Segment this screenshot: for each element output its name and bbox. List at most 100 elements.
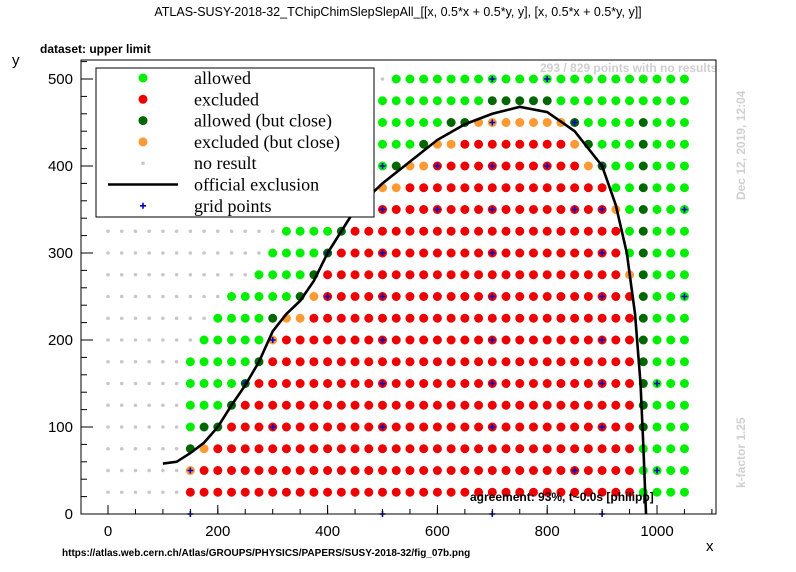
point-excluded — [295, 422, 305, 432]
point-excluded — [364, 248, 374, 258]
point-excluded — [528, 466, 538, 475]
point-excluded — [515, 161, 525, 171]
x-tick-label: 1000 — [640, 523, 673, 540]
grid-point-marker — [571, 119, 578, 126]
point-excluded — [364, 335, 374, 345]
point-excluded — [528, 313, 538, 323]
point-excluded — [336, 466, 346, 475]
point-excluded — [268, 444, 278, 454]
plot-frame — [80, 59, 717, 515]
point-allowed — [611, 183, 621, 193]
point-excluded — [487, 357, 497, 367]
point-allowed — [199, 335, 209, 345]
point-excluded — [281, 466, 291, 475]
point-excluded — [268, 400, 278, 410]
point-excluded — [446, 248, 456, 258]
point-no-result — [119, 316, 124, 321]
point-excluded — [542, 379, 552, 388]
point-excluded — [583, 379, 593, 388]
point-excluded — [501, 183, 511, 193]
point-excluded-close — [528, 118, 538, 127]
point-excluded — [309, 487, 319, 497]
point-allowed — [281, 270, 291, 280]
point-excluded — [570, 270, 580, 280]
legend-marker-no-result — [141, 161, 145, 165]
point-excluded — [611, 444, 621, 454]
point-allowed — [460, 96, 470, 106]
point-excluded — [570, 183, 580, 193]
point-excluded — [597, 313, 607, 323]
point-excluded — [391, 248, 401, 258]
point-no-result — [188, 316, 193, 321]
point-excluded — [556, 357, 566, 367]
point-excluded — [528, 400, 538, 410]
point-allowed — [268, 270, 278, 280]
point-allowed — [213, 379, 223, 388]
point-allowed-close — [391, 161, 401, 171]
point-allowed — [652, 139, 662, 149]
point-excluded — [254, 422, 264, 432]
point-excluded — [556, 205, 566, 214]
point-excluded — [528, 379, 538, 388]
point-excluded — [570, 357, 580, 367]
point-excluded — [364, 466, 374, 475]
point-excluded — [528, 161, 538, 171]
x-tick-label: 800 — [535, 523, 560, 540]
point-excluded — [542, 422, 552, 432]
point-no-result — [133, 251, 138, 255]
point-excluded — [336, 270, 346, 280]
point-no-result — [174, 316, 179, 321]
grid-point-marker — [599, 337, 606, 343]
point-excluded — [391, 422, 401, 432]
point-allowed — [666, 270, 676, 280]
point-no-result — [119, 468, 124, 473]
point-no-result — [147, 381, 151, 386]
point-allowed — [652, 357, 662, 367]
point-excluded — [378, 357, 387, 367]
point-allowed — [652, 444, 662, 454]
point-no-result — [174, 359, 179, 364]
point-allowed — [638, 96, 648, 106]
point-allowed — [583, 96, 593, 106]
point-no-result — [133, 381, 138, 386]
y-tick-label: 200 — [48, 332, 73, 349]
point-excluded — [556, 400, 566, 410]
point-excluded — [611, 335, 621, 345]
point-excluded — [309, 444, 319, 454]
point-excluded — [542, 444, 552, 454]
point-no-result — [106, 294, 110, 299]
point-excluded — [405, 487, 415, 497]
point-excluded — [350, 335, 360, 345]
point-allowed — [652, 183, 662, 193]
point-allowed — [666, 205, 676, 214]
point-excluded — [460, 444, 470, 454]
point-excluded — [281, 400, 291, 410]
point-allowed — [295, 270, 305, 280]
point-excluded — [597, 270, 607, 280]
point-allowed — [652, 422, 662, 432]
point-excluded — [419, 357, 429, 367]
point-no-result — [174, 338, 179, 342]
point-excluded — [515, 400, 525, 410]
point-no-result — [147, 294, 151, 299]
point-excluded — [474, 226, 484, 236]
point-excluded — [432, 270, 442, 280]
point-excluded — [419, 466, 429, 475]
point-excluded — [391, 292, 401, 301]
point-allowed — [666, 313, 676, 323]
point-excluded — [487, 226, 497, 236]
point-allowed — [583, 74, 593, 84]
point-no-result — [188, 338, 193, 342]
point-excluded — [583, 400, 593, 410]
point-excluded — [405, 444, 415, 454]
point-no-result — [106, 338, 110, 342]
point-excluded — [597, 487, 607, 497]
point-excluded — [570, 335, 580, 345]
point-no-result — [188, 294, 193, 299]
point-excluded — [268, 487, 278, 497]
point-excluded — [515, 248, 525, 258]
point-excluded — [336, 335, 346, 345]
point-excluded — [446, 466, 456, 475]
point-excluded — [309, 357, 319, 367]
